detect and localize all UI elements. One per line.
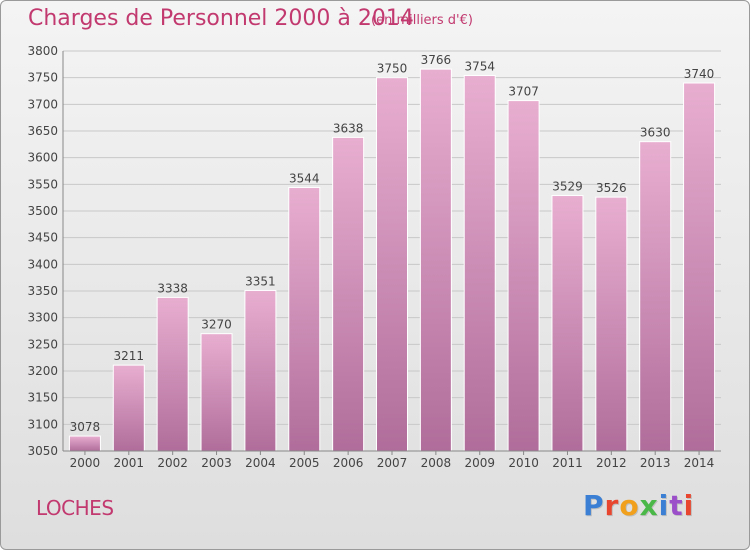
bars bbox=[68, 68, 716, 452]
logo-letter: x bbox=[639, 489, 659, 522]
y-tick-label: 3500 bbox=[27, 204, 58, 218]
y-tick-label: 3050 bbox=[27, 444, 58, 458]
chart-subtitle: (en milliers d'€) bbox=[371, 13, 473, 28]
data-label: 3338 bbox=[157, 281, 188, 295]
bar bbox=[244, 289, 277, 452]
data-label: 3638 bbox=[333, 121, 364, 135]
data-label: 3270 bbox=[201, 318, 232, 332]
data-label: 3529 bbox=[552, 180, 583, 194]
y-tick-label: 3250 bbox=[27, 337, 58, 351]
x-tick-label: 2014 bbox=[684, 456, 715, 470]
data-label: 3754 bbox=[464, 60, 495, 74]
bar bbox=[595, 196, 628, 452]
bar bbox=[200, 333, 233, 452]
data-label: 3526 bbox=[596, 181, 627, 195]
data-label: 3740 bbox=[684, 67, 715, 81]
x-tick-label: 2001 bbox=[114, 456, 145, 470]
bar bbox=[156, 296, 189, 452]
x-tick-label: 2002 bbox=[157, 456, 188, 470]
x-tick-label: 2007 bbox=[377, 456, 408, 470]
bar bbox=[288, 187, 321, 452]
x-tick-label: 2011 bbox=[552, 456, 583, 470]
y-tick-label: 3750 bbox=[27, 71, 58, 85]
chart-title: Charges de Personnel 2000 à 2014 bbox=[28, 6, 414, 31]
x-tick-label: 2006 bbox=[333, 456, 364, 470]
proxiti-logo: Proxiti bbox=[583, 489, 694, 522]
data-labels: 3078 3211 3338 3270 3351 3544 3638 3750 3766 3754… bbox=[70, 53, 715, 434]
data-label: 3707 bbox=[508, 85, 539, 99]
x-tick-label: 2008 bbox=[421, 456, 452, 470]
data-label: 3544 bbox=[289, 172, 320, 186]
bar bbox=[376, 77, 408, 452]
x-tick-label: 2012 bbox=[596, 456, 627, 470]
data-label: 3211 bbox=[114, 349, 145, 363]
y-tick-label: 3650 bbox=[27, 124, 58, 138]
bar bbox=[551, 195, 584, 452]
bar bbox=[683, 82, 716, 452]
bar bbox=[68, 435, 101, 452]
x-tick-label: 2004 bbox=[245, 456, 276, 470]
logo-letter: i bbox=[683, 489, 695, 522]
bar bbox=[507, 100, 540, 452]
y-tick-label: 3350 bbox=[27, 284, 58, 298]
bar bbox=[639, 141, 672, 452]
data-label: 3078 bbox=[70, 420, 101, 434]
y-tick-label: 3150 bbox=[27, 391, 58, 405]
logo-letter: t bbox=[669, 489, 684, 522]
bar bbox=[112, 364, 145, 452]
y-tick-label: 3550 bbox=[27, 177, 58, 191]
logo-letter: r bbox=[604, 489, 620, 522]
data-label: 3351 bbox=[245, 274, 276, 288]
axes: 3050 3100 3150 3200 3250 3300 3350 3400 3450 3500… bbox=[27, 44, 721, 470]
y-tick-label: 3800 bbox=[27, 44, 58, 58]
y-tick-label: 3600 bbox=[27, 151, 58, 165]
data-label: 3750 bbox=[377, 62, 408, 76]
x-tick-label: 2003 bbox=[201, 456, 232, 470]
logo-letter: P bbox=[583, 489, 605, 522]
bar bbox=[332, 136, 365, 452]
data-label: 3630 bbox=[640, 126, 671, 140]
logo-letter: i bbox=[658, 489, 670, 522]
y-tick-label: 3400 bbox=[27, 257, 58, 271]
y-tick-label: 3100 bbox=[27, 417, 58, 431]
y-tick-label: 3200 bbox=[27, 364, 58, 378]
logo-letter: o bbox=[619, 489, 640, 522]
y-tick-label: 3300 bbox=[27, 311, 58, 325]
data-label: 3766 bbox=[421, 53, 452, 67]
y-tick-label: 3450 bbox=[27, 231, 58, 245]
x-tick-label: 2013 bbox=[640, 456, 671, 470]
commune-name: LOCHES bbox=[36, 496, 114, 520]
x-tick-label: 2009 bbox=[464, 456, 495, 470]
x-tick-label: 2010 bbox=[508, 456, 539, 470]
bar bbox=[419, 68, 452, 452]
bar bbox=[463, 75, 496, 452]
x-tick-label: 2005 bbox=[289, 456, 320, 470]
y-tick-label: 3700 bbox=[27, 97, 58, 111]
x-tick-label: 2000 bbox=[70, 456, 101, 470]
